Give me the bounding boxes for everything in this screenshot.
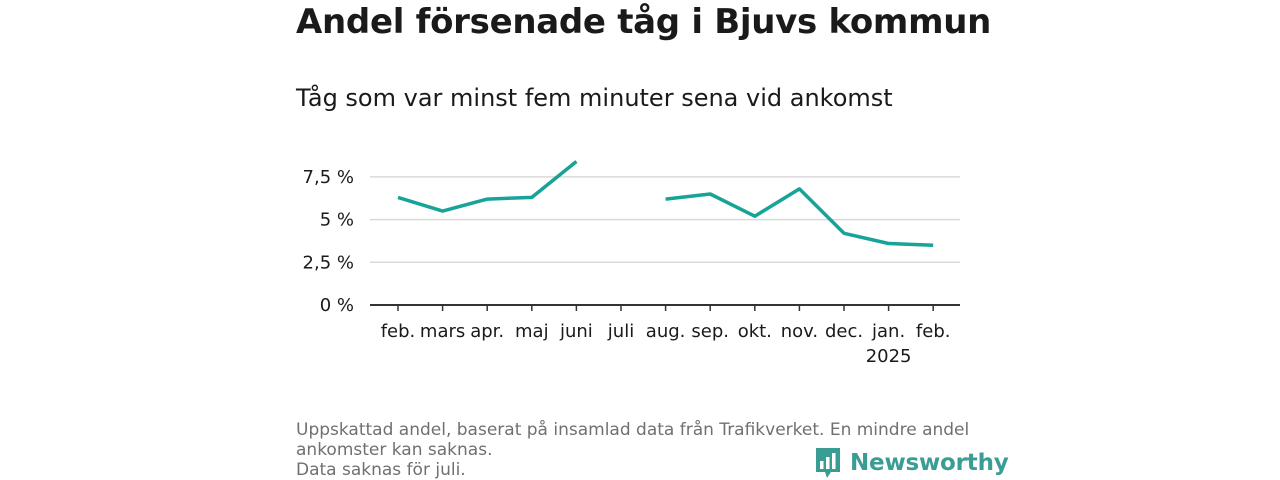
x-tick-label: maj xyxy=(515,321,549,342)
x-tick-sublabel: 2025 xyxy=(866,346,912,367)
brand-name: Newsworthy xyxy=(850,450,1009,476)
y-tick-label: 5 % xyxy=(320,210,354,231)
x-tick-label: jan. xyxy=(871,321,905,342)
x-tick-label: feb. xyxy=(916,321,951,342)
bar-chart-logo-icon xyxy=(816,448,840,478)
y-axis-labels: 0 % 2,5 % 5 % 7,5 % xyxy=(303,167,354,316)
footnote: Uppskattad andel, baserat på insamlad da… xyxy=(296,420,986,480)
x-tick-label: aug. xyxy=(646,321,686,342)
x-tick-label: feb. xyxy=(381,321,416,342)
y-tick-label: 0 % xyxy=(320,295,354,316)
x-tick-label: okt. xyxy=(738,321,772,342)
footnote-line: Uppskattad andel, baserat på insamlad da… xyxy=(296,420,970,440)
y-tick-label: 2,5 % xyxy=(303,252,354,273)
x-tick-label: juli xyxy=(607,321,634,342)
x-tick-label: dec. xyxy=(825,321,863,342)
footnote-line: ankomster kan saknas. xyxy=(296,440,493,460)
brand-logo: Newsworthy xyxy=(814,446,1009,480)
x-tick-label: juni xyxy=(559,321,593,342)
x-tick-label: nov. xyxy=(781,321,818,342)
x-axis: feb. mars apr. maj juni juli aug. sep. okt. nov. d… xyxy=(370,304,960,367)
line-chart: feb. mars apr. maj juni juli aug. sep. okt. nov. d… xyxy=(303,160,960,367)
x-tick-label: sep. xyxy=(691,321,729,342)
x-tick-label: apr. xyxy=(470,321,504,342)
data-series xyxy=(397,160,934,247)
gridlines xyxy=(370,176,960,264)
chart-title: Andel försenade tåg i Bjuvs kommun xyxy=(296,2,992,42)
footnote-line: Data saknas för juli. xyxy=(296,460,466,480)
chart-subtitle: Tåg som var minst fem minuter sena vid a… xyxy=(296,84,893,112)
series-line xyxy=(397,160,934,247)
y-tick-label: 7,5 % xyxy=(303,167,354,188)
x-tick-label: mars xyxy=(420,321,465,342)
